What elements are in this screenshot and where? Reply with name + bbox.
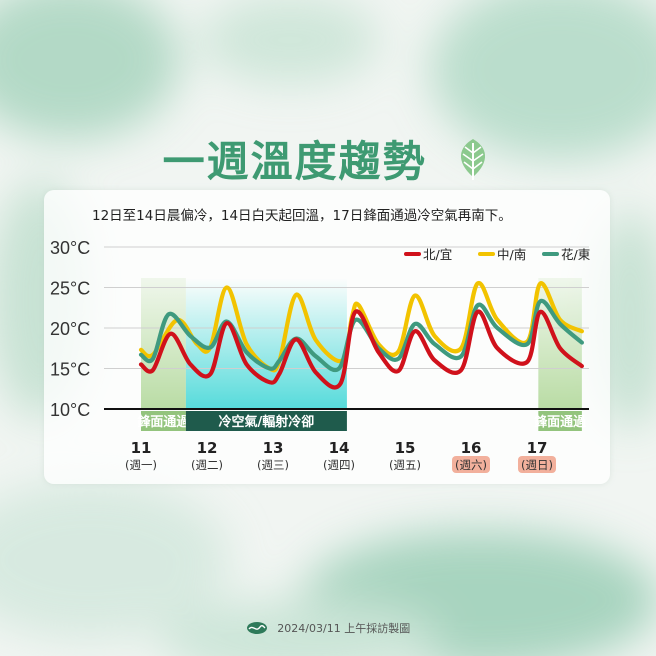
band-label-bg-2 <box>538 411 582 431</box>
x-tick-weekday: (週六) <box>455 458 487 472</box>
band-label-bg-0 <box>141 411 186 431</box>
weekend-badge <box>518 456 556 473</box>
x-tick-weekday: (週日) <box>521 458 553 472</box>
band-area-2 <box>538 278 582 409</box>
footer-text: 2024/03/11 上午採訪製圖 <box>277 622 411 635</box>
x-tick-day: 14 <box>329 439 350 457</box>
x-tick-day: 16 <box>461 439 482 457</box>
weekend-badge <box>452 456 490 473</box>
y-tick-label: 20°C <box>50 319 90 339</box>
band-label-0: 鋒面通過 <box>136 414 190 430</box>
band-label-bg-1 <box>185 411 347 431</box>
title-text: 一週溫度趨勢 <box>162 137 427 186</box>
agency-logo-icon <box>246 622 267 634</box>
chart-subtitle: 12日至14日晨偏冷，14日白天起回溫，17日鋒面通過冷空氣再南下。 <box>92 208 512 224</box>
band-label-2: 鋒面通過 <box>533 414 587 430</box>
legend-label-central: 中/南 <box>497 247 526 262</box>
band-label-1: 冷空氣/輻射冷卻 <box>219 414 315 430</box>
y-tick-label: 15°C <box>50 360 90 380</box>
x-tick-day: 11 <box>131 439 152 457</box>
leaf-icon <box>461 138 486 180</box>
x-tick-weekday: (週二) <box>191 458 223 472</box>
footer: 2024/03/11 上午採訪製圖 <box>0 620 656 636</box>
x-tick-weekday: (週三) <box>257 458 289 472</box>
y-tick-label: 30°C <box>50 238 90 258</box>
legend-label-north: 北/宜 <box>423 247 452 262</box>
x-tick-day: 12 <box>197 439 218 457</box>
y-tick-label: 25°C <box>50 279 90 299</box>
x-tick-weekday: (週四) <box>323 458 355 472</box>
series-line-north <box>138 309 584 390</box>
x-tick-day: 17 <box>527 439 548 457</box>
x-tick-weekday: (週五) <box>389 458 421 472</box>
x-tick-day: 15 <box>395 439 416 457</box>
x-tick-weekday: (週一) <box>125 458 157 472</box>
chart-card: 12日至14日晨偏冷，14日白天起回溫，17日鋒面通過冷空氣再南下。 10°C 1… <box>44 190 610 484</box>
y-tick-label: 10°C <box>50 400 90 420</box>
x-tick-day: 13 <box>263 439 284 457</box>
legend-label-east: 花/東 <box>561 247 591 262</box>
page-title: 一週溫度趨勢 <box>0 128 656 189</box>
